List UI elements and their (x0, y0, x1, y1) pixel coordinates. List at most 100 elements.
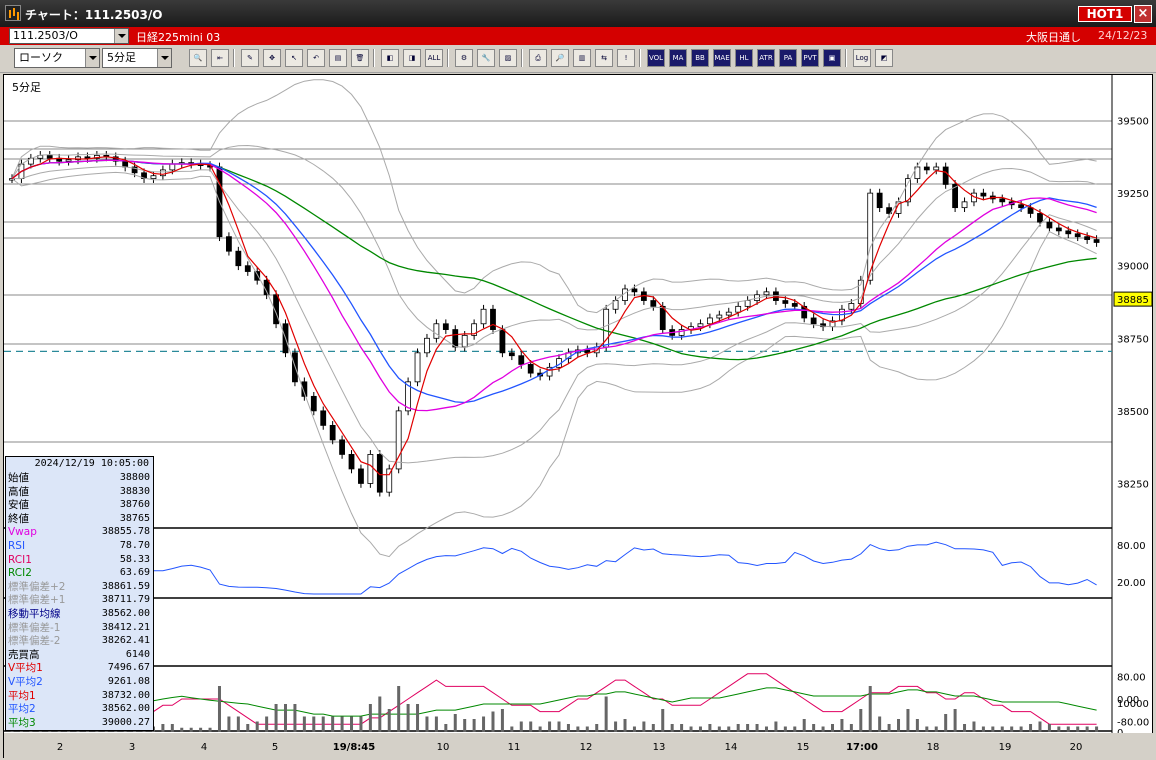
alert-icon[interactable]: ! (617, 49, 635, 67)
scroll-icon[interactable]: ⇤ (211, 49, 229, 67)
settings-icon[interactable]: ⚙ (455, 49, 473, 67)
volume-bar (651, 724, 655, 732)
data-row-label: 高値 (8, 485, 29, 498)
window-icon[interactable]: ◩ (875, 49, 893, 67)
ma-icon[interactable]: MA (669, 49, 687, 67)
candle-body (310, 395, 317, 412)
cursor-icon[interactable]: ↖ (285, 49, 303, 67)
delete-icon[interactable]: 🗑 (351, 49, 369, 67)
data-row-label: 終値 (8, 512, 29, 525)
candle-body (131, 166, 138, 174)
close-button[interactable]: × (1134, 5, 1152, 23)
data-row-label: 始値 (8, 472, 29, 484)
note-icon[interactable]: ▤ (329, 49, 347, 67)
data-row: 高値 38830 (8, 486, 150, 498)
data-row: 平均3 39000.27 (8, 717, 150, 729)
search-chart-icon[interactable]: 🔎 (551, 49, 569, 67)
chart-toolbar: ローソク 5分足 🔍 ⇤ ✎ ✥ ↖ ↶ ▤ 🗑 ◧ ◨ ALL ⚙ 🔧 ▨ ⎙ 🔎 ▥ ⇆! VOL MA BB MAE… (0, 45, 1156, 73)
candle-body (952, 184, 959, 209)
chart-area[interactable]: 39500 39250 39000 38750 38500 38250 38885 80.00… (3, 74, 1154, 759)
candle-body (320, 410, 327, 426)
x-tick-label: 2 (57, 742, 63, 753)
timeframe-select[interactable]: 5分足 (102, 48, 172, 68)
draw-line-icon[interactable]: ✎ (241, 49, 259, 67)
data-row-value: 38830 (119, 485, 150, 497)
print-icon[interactable]: ⎙ (529, 49, 547, 67)
current-price-box (1113, 291, 1153, 307)
candle-body (886, 207, 892, 214)
candle-body (1093, 239, 1100, 243)
volume-bar (368, 704, 372, 732)
candle-body (442, 323, 449, 330)
volume-bar (585, 726, 589, 732)
compare-icon[interactable]: ⇆ (595, 49, 613, 67)
chevron-down-icon[interactable] (114, 29, 128, 43)
volume-bar (614, 721, 618, 732)
data-row-value: 38732.00 (101, 689, 150, 701)
indicator-icon[interactable]: ▥ (573, 49, 591, 67)
price-chart[interactable]: 39500 39250 39000 38750 38500 38250 38885 80.00… (4, 75, 1154, 759)
data-row-label: 売買高 (8, 648, 40, 661)
candle-body (725, 311, 732, 316)
chevron-down-icon[interactable] (157, 49, 171, 67)
candle-body (706, 317, 713, 325)
candle-body (697, 323, 704, 328)
volume-bar (312, 716, 316, 732)
data-row-value: 9261.08 (107, 676, 150, 687)
data-row-value: 38562.00 (101, 608, 150, 619)
volume-bar (755, 724, 759, 732)
candle-body (424, 337, 430, 354)
volume-bar (444, 724, 448, 732)
pa-icon[interactable]: PA (779, 49, 797, 67)
data-row-value: 63.69 (119, 567, 150, 579)
x-tick-label: 14 (725, 742, 738, 753)
wrench-icon[interactable]: 🔧 (477, 49, 495, 67)
chevron-down-icon[interactable] (85, 49, 99, 67)
zoom-in-icon[interactable]: 🔍 (189, 49, 207, 67)
data-row-label: 標準偏差-2 (8, 635, 61, 648)
x-tick-label: 19 (999, 742, 1012, 753)
undo-icon[interactable]: ↶ (307, 49, 325, 67)
volume-bar (774, 721, 778, 732)
volume-bar (793, 726, 797, 732)
candle-body (782, 300, 789, 304)
erase-left-icon[interactable]: ◧ (381, 49, 399, 67)
tools-icon[interactable]: ✥ (263, 49, 281, 67)
color-icon[interactable]: ▨ (499, 49, 517, 67)
data-row: 平均1 38732.00 (8, 690, 150, 702)
x-axis-strip (4, 733, 1154, 759)
x-tick-label: 12 (580, 742, 593, 753)
log-icon[interactable]: Log (853, 49, 871, 67)
candle-body (480, 308, 487, 325)
hl-icon[interactable]: HL (735, 49, 753, 67)
pvt-icon[interactable]: PVT (801, 49, 819, 67)
data-row-label: RCI1 (8, 553, 32, 566)
band-lower-2 (11, 171, 1097, 558)
erase-right-icon[interactable]: ◨ (403, 49, 421, 67)
candle-body (999, 198, 1006, 203)
mae-icon[interactable]: MAE (713, 49, 731, 67)
volume-bar (510, 726, 514, 732)
symbol-select[interactable]: 111.2503/O (9, 28, 129, 44)
symbol-value: 111.2503/O (13, 29, 78, 42)
volume-bar (746, 724, 750, 732)
rci-tick-label: 80.00 (1117, 673, 1146, 684)
current-price-label: 38885 (1117, 295, 1149, 306)
hot-button[interactable]: HOT1 (1078, 6, 1132, 22)
chart-type-select[interactable]: ローソク (14, 48, 100, 68)
candle-body (348, 454, 355, 470)
erase-all-icon[interactable]: ALL (425, 49, 443, 67)
candle-body (358, 468, 364, 484)
bb-icon[interactable]: BB (691, 49, 709, 67)
volume-bar (548, 721, 552, 732)
data-row: Vwap 38855.78 (8, 526, 150, 538)
candle-body (376, 454, 383, 493)
candle-body (801, 305, 808, 319)
candle-body (923, 166, 930, 171)
volume-icon[interactable]: VOL (647, 49, 665, 67)
chart-app-icon (5, 5, 21, 21)
frame-icon[interactable]: ▣ (823, 49, 841, 67)
data-row-value: 58.33 (119, 553, 150, 565)
data-row: 安値 38760 (8, 499, 150, 511)
atr-icon[interactable]: ATR (757, 49, 775, 67)
